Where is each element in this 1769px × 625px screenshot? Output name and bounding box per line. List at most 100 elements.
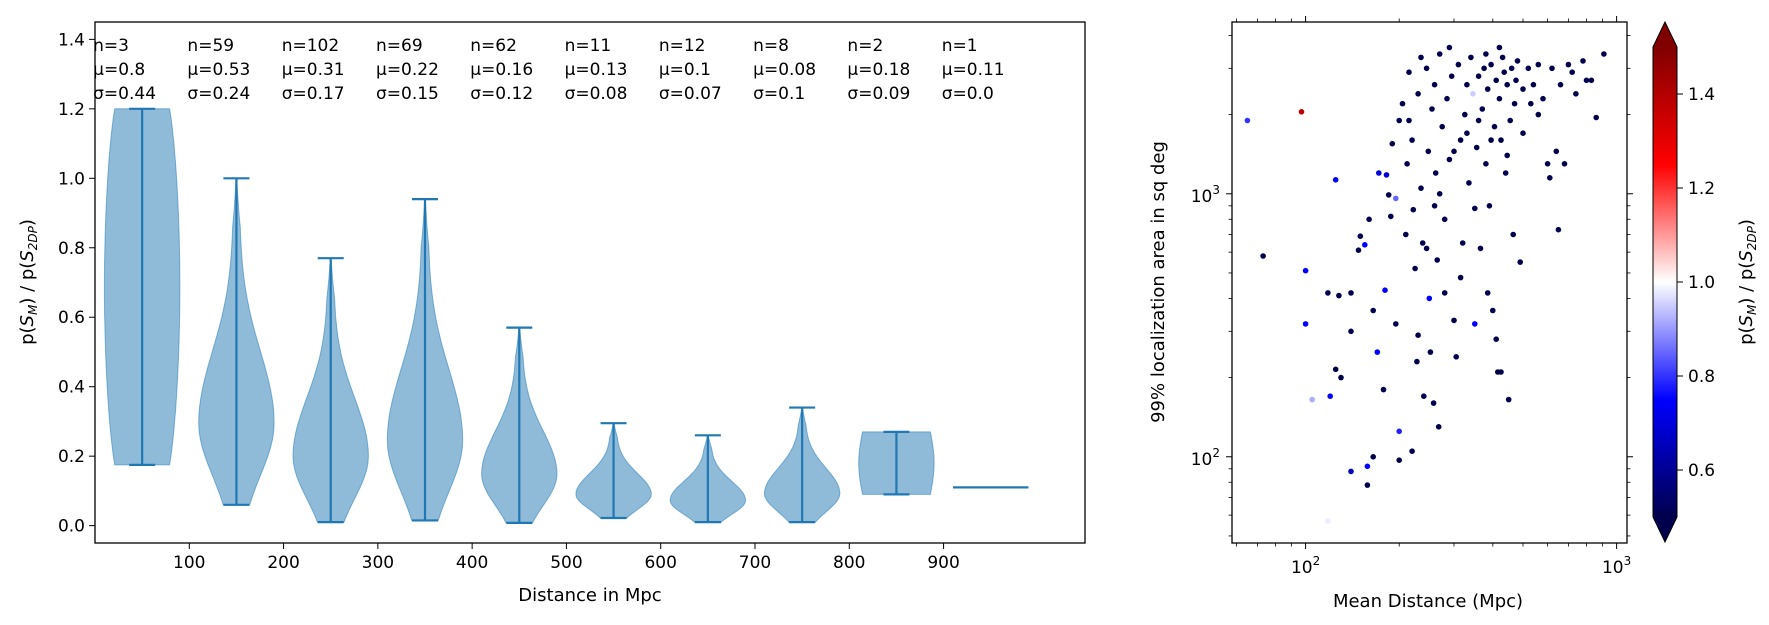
scatter-point xyxy=(1477,245,1484,252)
y-tick-label: 1.0 xyxy=(58,169,85,189)
scatter-point xyxy=(1459,240,1466,246)
scatter-point xyxy=(1496,44,1503,51)
y-tick-label: 1.4 xyxy=(58,30,85,50)
scatter-point xyxy=(1425,148,1432,155)
scatter-point xyxy=(1429,106,1435,112)
scatter-points xyxy=(1244,44,1607,524)
x-tick-label: 100 xyxy=(173,553,205,573)
scatter-point xyxy=(1409,137,1415,143)
scatter-point xyxy=(1366,216,1372,223)
violin-group xyxy=(386,198,464,522)
scatter-point xyxy=(1491,123,1498,130)
scatter-point xyxy=(1517,259,1523,265)
scatter-point xyxy=(1393,195,1399,202)
violin-axes-frame xyxy=(94,21,1086,544)
scatter-point xyxy=(1348,468,1354,475)
y-tick-label: 1.2 xyxy=(58,100,85,120)
group-stat-mu: μ=0.16 xyxy=(470,60,533,80)
group-stat-sigma: σ=0.17 xyxy=(282,84,345,104)
scatter-point xyxy=(1385,192,1392,198)
scatter-point xyxy=(1475,117,1482,124)
scatter-point xyxy=(1481,65,1487,72)
scatter-x-axis-label: Mean Distance (Mpc) xyxy=(1333,591,1523,612)
scatter-point xyxy=(1336,292,1342,299)
scatter-point xyxy=(1406,117,1412,124)
scatter-point xyxy=(1493,336,1499,343)
x-tick-label: 800 xyxy=(833,553,865,573)
scatter-point xyxy=(1483,161,1489,167)
scatter-point xyxy=(1325,290,1331,296)
group-stat-n: n=12 xyxy=(659,36,706,56)
x-tick-label: 200 xyxy=(267,553,299,573)
scatter-point xyxy=(1466,180,1472,186)
scatter-point xyxy=(1464,81,1470,88)
group-stat-sigma: σ=0.12 xyxy=(470,84,533,104)
scatter-point xyxy=(1486,203,1493,209)
scatter-point xyxy=(1561,161,1568,167)
scatter-point xyxy=(1448,73,1455,79)
scatter-point xyxy=(1444,95,1450,102)
scatter-point xyxy=(1468,54,1474,61)
violin-group xyxy=(858,430,935,496)
y-tick-label: 0.4 xyxy=(58,378,85,398)
group-stat-mu: μ=0.18 xyxy=(847,60,910,80)
scatter-point xyxy=(1441,216,1448,223)
scatter-point xyxy=(1569,69,1575,75)
group-stat-n: n=11 xyxy=(565,36,612,56)
group-stat-n: n=8 xyxy=(753,36,789,56)
scatter-point xyxy=(1410,206,1417,213)
group-stat-sigma: σ=0.0 xyxy=(942,84,994,104)
scatter-point xyxy=(1513,77,1519,84)
scatter-point xyxy=(1472,321,1478,327)
scatter-point xyxy=(1396,117,1402,124)
scatter-point xyxy=(1348,328,1354,335)
scatter-point xyxy=(1499,54,1506,61)
scatter-point xyxy=(1376,170,1382,176)
scatter-point xyxy=(1423,245,1430,252)
scatter-point xyxy=(1479,106,1486,112)
scatter-point xyxy=(1325,518,1331,524)
colorbar-tick-label: 0.6 xyxy=(1688,461,1715,481)
scatter-point xyxy=(1453,354,1459,360)
group-stat-n: n=59 xyxy=(187,36,234,56)
colorbar-ticks: 0.6 0.8 1.0 1.2 1.4 xyxy=(1677,85,1715,481)
group-stat-mu: μ=0.13 xyxy=(565,60,628,80)
scatter-point xyxy=(1406,69,1412,75)
scatter-point xyxy=(1388,213,1394,220)
scatter-point xyxy=(1557,81,1564,88)
scatter-point xyxy=(1547,175,1553,181)
scatter-x-tick-label: 103 xyxy=(1602,554,1631,578)
scatter-point xyxy=(1393,321,1399,327)
violin-group xyxy=(198,177,275,506)
scatter-point xyxy=(1409,448,1415,455)
x-tick-label: 900 xyxy=(927,553,959,573)
scatter-point xyxy=(1488,61,1494,68)
scatter-point xyxy=(1421,393,1427,400)
scatter-point xyxy=(1370,454,1376,460)
scatter-point xyxy=(1419,240,1426,246)
scatter-point xyxy=(1484,290,1491,296)
scatter-point xyxy=(1374,349,1381,355)
scatter-point xyxy=(1525,65,1532,72)
scatter-y-tick-label: 103 xyxy=(1191,183,1220,207)
scatter-point xyxy=(1504,152,1510,159)
group-stat-sigma: σ=0.07 xyxy=(659,84,722,104)
colorbar-label: p(SM) / p(S2DP) xyxy=(1736,219,1759,345)
colorbar: 0.6 0.8 1.0 1.2 1.4 p(SM) / p(S2DP) xyxy=(1652,20,1759,544)
group-stat-n: n=69 xyxy=(376,36,423,56)
scatter-point xyxy=(1436,191,1443,197)
scatter-point xyxy=(1418,185,1424,191)
scatter-point xyxy=(1520,130,1526,136)
x-tick-label: 500 xyxy=(550,553,582,573)
colorbar-tick-label: 1.2 xyxy=(1688,179,1715,199)
scatter-point xyxy=(1535,111,1542,118)
group-stat-n: n=3 xyxy=(93,36,129,56)
scatter-point xyxy=(1514,58,1521,64)
scatter-point xyxy=(1511,100,1518,107)
x-tick-label: 700 xyxy=(739,553,771,573)
group-stat-n: n=62 xyxy=(470,36,517,56)
scatter-point xyxy=(1430,400,1437,406)
scatter-point xyxy=(1355,247,1362,253)
scatter-point xyxy=(1364,463,1371,470)
scatter-point xyxy=(1302,321,1309,327)
